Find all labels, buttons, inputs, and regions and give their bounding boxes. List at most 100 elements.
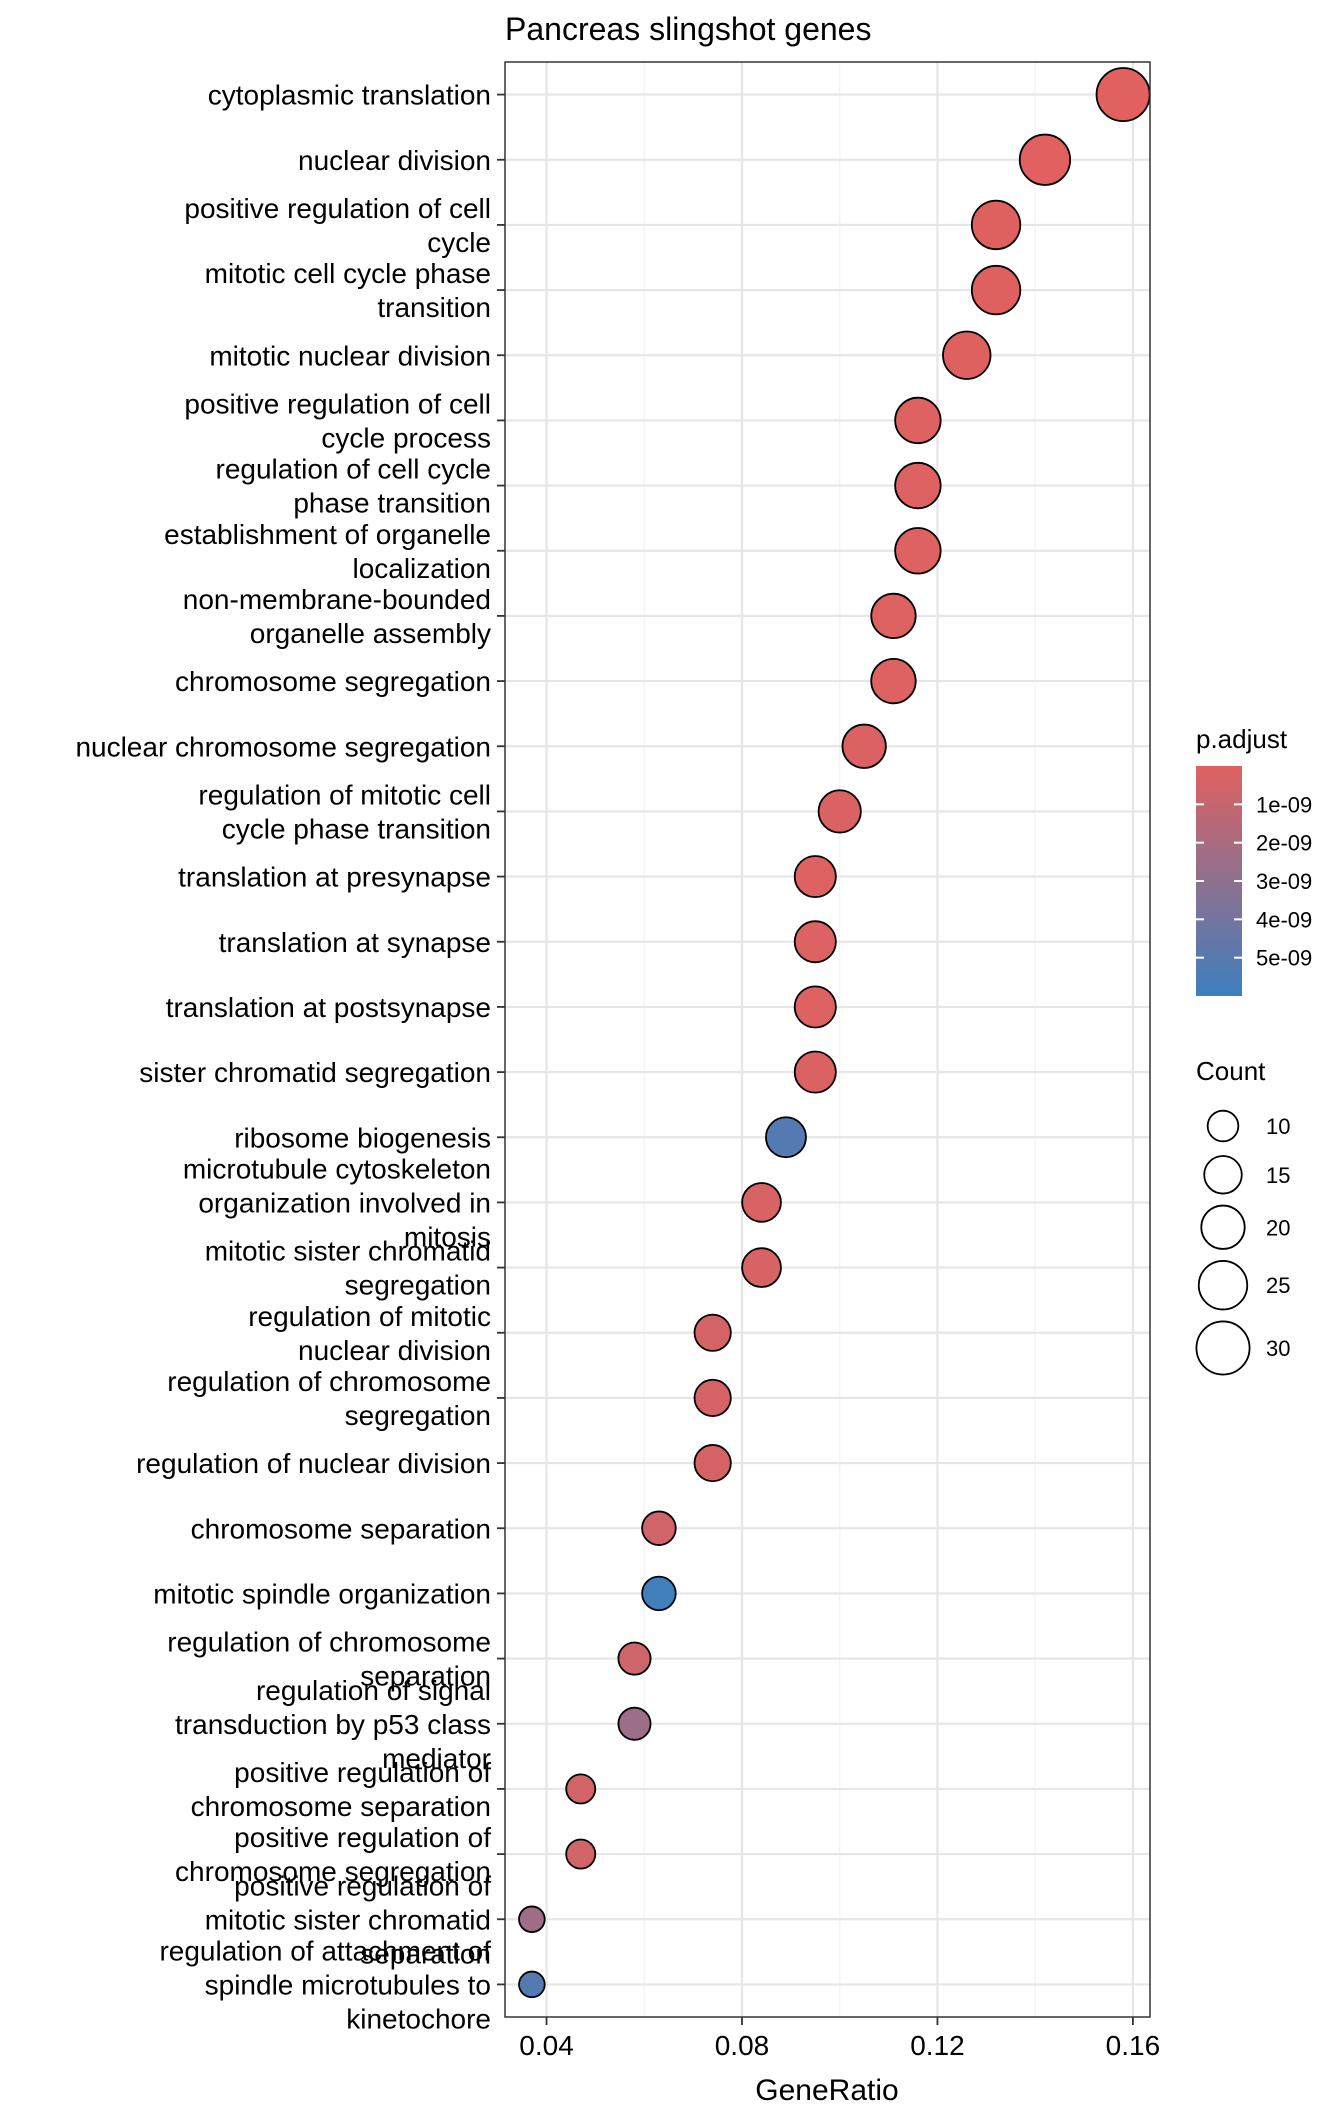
data-point (617, 1706, 652, 1741)
y-category-label: positive regulation of mitotic sister chr… (205, 1870, 492, 1969)
y-category-label-line: ribosome biogenesis (234, 1122, 491, 1153)
data-point (793, 920, 837, 964)
y-category-label: positive regulation of cell cycle (184, 193, 491, 258)
y-category-label-line: separation (360, 1661, 491, 1692)
y-category-label-line: mediator (382, 1743, 491, 1774)
y-category-label-line: regulation of nuclear division (136, 1448, 491, 1479)
data-point (693, 1444, 732, 1483)
x-tick-label: 0.12 (910, 2030, 965, 2061)
y-category-label-line: regulation of mitotic (248, 1301, 491, 1332)
data-point (970, 199, 1022, 251)
color-legend-label: 4e-09 (1256, 907, 1312, 932)
y-category-label-line: chromosome segregation (175, 1856, 491, 1887)
size-legend-circle (1197, 1260, 1249, 1311)
y-category-label: nuclear division (298, 145, 491, 176)
y-category-label: positive regulation of chromosome segrega… (175, 1822, 491, 1887)
y-category-label-line: organization involved in (198, 1187, 491, 1218)
y-category-label: translation at postsynapse (166, 992, 491, 1023)
data-point (793, 985, 837, 1029)
y-category-label-line: regulation of attachment of (159, 1935, 491, 1966)
y-category-label-line: transduction by p53 class (175, 1709, 491, 1740)
y-category-label-line: mitotic sister chromatid (205, 1236, 491, 1267)
y-category-label-line: chromosome separation (191, 1791, 491, 1822)
y-category-label: microtubule cytoskeleton organization inv… (183, 1153, 491, 1252)
y-category-label-line: regulation of chromosome (167, 1366, 491, 1397)
color-legend-label: 5e-09 (1256, 946, 1312, 971)
data-point (793, 1050, 837, 1094)
data-point (741, 1247, 782, 1288)
y-category-label-line: mitotic cell cycle phase (205, 258, 491, 289)
size-legend-label: 10 (1266, 1114, 1290, 1139)
y-category-label-line: regulation of mitotic cell (198, 779, 491, 810)
axis-layer: 0.04 0.08 0.12 0.16 cytoplasmic translation n… (75, 80, 1160, 2061)
y-category-label: translation at presynapse (178, 862, 491, 893)
panel-border (504, 61, 1151, 2018)
points-layer (518, 67, 1151, 1999)
data-point (1018, 133, 1072, 186)
size-legend-title: Count (1196, 1056, 1266, 1086)
data-point (894, 527, 942, 575)
y-category-label: mitotic nuclear division (209, 340, 491, 371)
y-category-label-line: cycle (427, 227, 491, 258)
y-category-label-line: nuclear division (298, 145, 491, 176)
y-category-label: regulation of nuclear division (136, 1448, 491, 1479)
x-tick-label: 0.08 (715, 2030, 770, 2061)
y-category-label: mitotic cell cycle phase transition (205, 258, 491, 323)
x-tick-label: 0.04 (519, 2030, 574, 2061)
data-point (565, 1838, 597, 1870)
y-category-label: cytoplasmic translation (208, 80, 491, 111)
y-category-label-line: mitotic spindle organization (153, 1578, 491, 1609)
color-legend-title: p.adjust (1196, 724, 1288, 754)
y-category-label-line: positive regulation of cell (184, 193, 491, 224)
y-category-label-line: positive regulation of (234, 1822, 491, 1853)
data-point (641, 1575, 677, 1612)
y-category-label-line: phase transition (293, 488, 491, 519)
size-legend-label: 25 (1266, 1273, 1290, 1298)
color-legend-label: 2e-09 (1256, 831, 1312, 856)
data-point (970, 264, 1022, 316)
y-category-label-line: translation at presynapse (178, 862, 491, 893)
y-category-label: regulation of chromosome separation (167, 1627, 491, 1692)
data-point (693, 1378, 732, 1417)
y-category-label-line: cycle phase transition (222, 813, 491, 844)
data-point (793, 855, 837, 899)
size-legend-label: 30 (1266, 1336, 1290, 1361)
y-category-label-line: cytoplasmic translation (208, 80, 491, 111)
size-legend-items: 10 15 20 25 30 (1195, 1109, 1290, 1376)
y-category-label: non-membrane-bounded organelle assembly (183, 584, 491, 649)
y-category-label-line: translation at postsynapse (166, 992, 491, 1023)
y-category-label: positive regulation of cell cycle process (184, 388, 491, 453)
y-category-label: positive regulation of chromosome separat… (191, 1757, 492, 1822)
color-legend-ticks: 1e-09 2e-09 3e-09 4e-09 5e-09 (1196, 792, 1312, 971)
y-category-label: ribosome biogenesis (234, 1122, 491, 1153)
y-category-label-line: regulation of cell cycle (216, 454, 491, 485)
y-category-label: regulation of attachment of spindle micro… (159, 1935, 491, 2034)
y-category-label: regulation of chromosome segregation (167, 1366, 491, 1431)
data-point (693, 1313, 732, 1352)
data-point (518, 1905, 546, 1933)
y-category-label-line: segregation (345, 1400, 491, 1431)
data-point (1095, 67, 1151, 123)
y-category-label-line: organelle assembly (250, 618, 491, 649)
x-tick-label: 0.16 (1106, 2030, 1161, 2061)
size-legend-label: 15 (1266, 1163, 1290, 1188)
y-category-label: regulation of cell cycle phase transition (216, 454, 491, 519)
data-point (765, 1116, 807, 1159)
y-category-label: chromosome separation (191, 1513, 491, 1544)
y-category-label-line: segregation (345, 1270, 491, 1301)
data-point (565, 1773, 597, 1805)
x-axis-label: GeneRatio (755, 2074, 898, 2107)
data-point (870, 657, 917, 705)
y-category-label-line: chromosome separation (191, 1513, 491, 1544)
size-legend-circle (1200, 1204, 1246, 1250)
y-category-label-line: nuclear division (298, 1335, 491, 1366)
size-legend-label: 20 (1266, 1215, 1290, 1240)
y-category-label: regulation of mitotic cell cycle phase tr… (198, 779, 491, 844)
y-category-label-line: positive regulation of cell (184, 388, 491, 419)
data-point (817, 789, 862, 834)
data-point (870, 592, 917, 640)
y-category-label: sister chromatid segregation (139, 1057, 491, 1088)
y-category-label-line: mitosis (404, 1221, 491, 1252)
y-category-label-line: translation at synapse (219, 927, 491, 958)
